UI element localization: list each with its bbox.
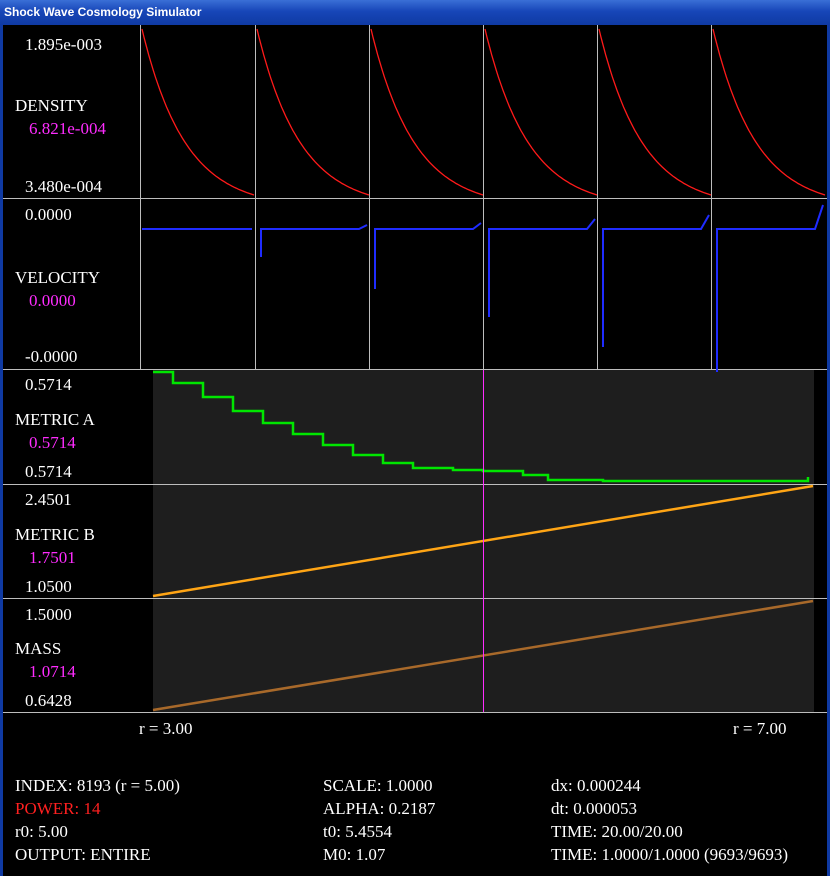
status-output: OUTPUT: ENTIRE	[15, 845, 151, 864]
velocity-curve-4	[602, 214, 710, 347]
metric-a-min-value: 0.5714	[25, 462, 72, 481]
status-dt: dt: 0.000053	[551, 799, 637, 818]
velocity-min-value: -0.0000	[25, 347, 78, 366]
density-curve-4	[598, 28, 712, 196]
status-m0: M0: 1.07	[323, 845, 386, 864]
status-alpha: ALPHA: 0.2187	[323, 799, 436, 818]
velocity-label: VELOCITY	[15, 268, 100, 287]
density-current-value: 6.821e-004	[29, 119, 106, 138]
density-min-value: 3.480e-004	[25, 177, 102, 196]
mass-label: MASS	[15, 639, 62, 658]
velocity-curve-3	[488, 218, 596, 317]
density-curve-0	[141, 28, 255, 196]
velocity-curve-1	[260, 224, 368, 257]
density-curve-1	[256, 28, 370, 196]
velocity-max-value: 0.0000	[25, 205, 72, 224]
status-dx: dx: 0.000244	[551, 776, 641, 795]
simulation-canvas: 1.895e-003 DENSITY 6.821e-004 3.480e-004…	[3, 25, 827, 876]
status-power: POWER: 14	[15, 799, 101, 818]
velocity-curve-5	[716, 204, 824, 372]
r-min-label: r = 3.00	[139, 719, 193, 738]
plots-svg	[3, 25, 827, 713]
status-index: INDEX: 8193 (r = 5.00)	[15, 776, 180, 795]
density-curve-2	[370, 28, 484, 196]
window-frame-right	[827, 25, 830, 876]
metric-a-curve	[153, 370, 810, 483]
metric-b-max-value: 2.4501	[25, 490, 72, 509]
density-curve-5	[712, 28, 826, 196]
velocity-current-value: 0.0000	[29, 291, 76, 310]
metric-a-current-value: 0.5714	[29, 433, 76, 452]
status-scale: SCALE: 1.0000	[323, 776, 433, 795]
metric-a-max-value: 0.5714	[25, 375, 72, 394]
velocity-curve-2	[374, 222, 482, 289]
mass-min-value: 0.6428	[25, 691, 72, 710]
density-max-value: 1.895e-003	[25, 35, 102, 54]
mass-max-value: 1.5000	[25, 605, 72, 624]
metric-b-label: METRIC B	[15, 525, 95, 544]
metric-b-current-value: 1.7501	[29, 548, 76, 567]
density-label: DENSITY	[15, 96, 88, 115]
metric-a-label: METRIC A	[15, 410, 95, 429]
status-time-steps: TIME: 20.00/20.00	[551, 822, 683, 841]
r-max-label: r = 7.00	[733, 719, 787, 738]
window-frame-left	[0, 25, 3, 876]
mass-current-value: 1.0714	[29, 662, 76, 681]
density-curve-3	[484, 28, 598, 196]
status-r0: r0: 5.00	[15, 822, 68, 841]
title-bar[interactable]: Shock Wave Cosmology Simulator	[0, 0, 830, 25]
status-time-ratio: TIME: 1.0000/1.0000 (9693/9693)	[551, 845, 789, 864]
metric-b-min-value: 1.0500	[25, 577, 72, 596]
status-t0: t0: 5.4554	[323, 822, 392, 841]
